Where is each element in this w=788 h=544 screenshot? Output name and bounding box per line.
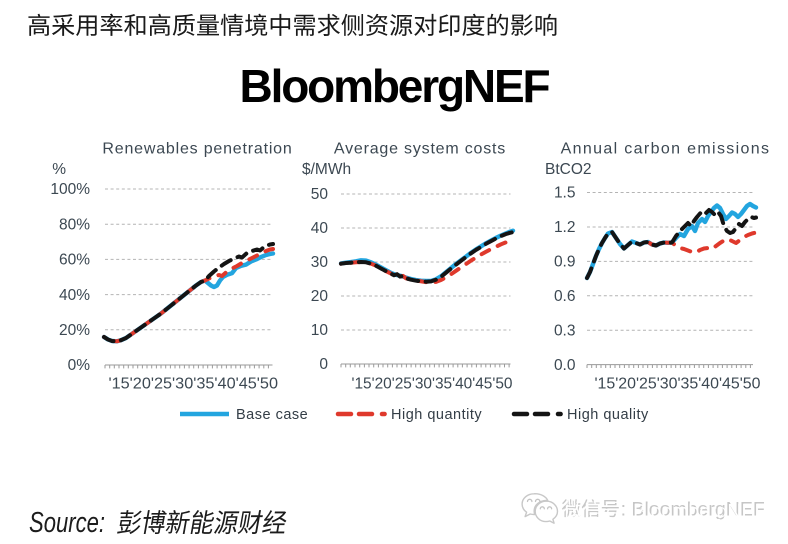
svg-text:30: 30 bbox=[311, 254, 329, 271]
svg-text:: BloombergNEF: : BloombergNEF bbox=[622, 500, 766, 522]
svg-text:BtCO2: BtCO2 bbox=[545, 161, 592, 178]
svg-text:0.6: 0.6 bbox=[554, 288, 576, 305]
svg-text:100%: 100% bbox=[50, 181, 90, 198]
svg-text:0: 0 bbox=[319, 356, 328, 373]
svg-text:40%: 40% bbox=[59, 287, 90, 304]
svg-text:Source:: Source: bbox=[29, 507, 105, 539]
svg-text:Base case: Base case bbox=[236, 407, 308, 423]
svg-text:Average system costs: Average system costs bbox=[334, 141, 506, 158]
svg-text:'15'20'25'30'35'40'45'50: '15'20'25'30'35'40'45'50 bbox=[595, 376, 761, 393]
svg-text:: BloombergNEF: : BloombergNEF bbox=[621, 499, 765, 521]
svg-text:10: 10 bbox=[311, 322, 329, 339]
svg-text:50: 50 bbox=[311, 186, 329, 203]
svg-text:80%: 80% bbox=[59, 216, 90, 233]
svg-text:High quality: High quality bbox=[567, 407, 649, 423]
svg-text:0.0: 0.0 bbox=[554, 357, 576, 374]
svg-text:60%: 60% bbox=[59, 252, 90, 269]
svg-text:20: 20 bbox=[311, 288, 329, 305]
svg-text:'15'20'25'30'35'40'45'50: '15'20'25'30'35'40'45'50 bbox=[109, 376, 279, 393]
svg-text:Renewables penetration: Renewables penetration bbox=[102, 141, 292, 158]
svg-text:20%: 20% bbox=[59, 322, 90, 339]
svg-text:'15'20'25'30'35'40'45'50: '15'20'25'30'35'40'45'50 bbox=[352, 376, 513, 393]
svg-text:Annual carbon emissions: Annual carbon emissions bbox=[561, 141, 771, 158]
svg-text:0%: 0% bbox=[68, 357, 91, 374]
svg-text:40: 40 bbox=[311, 220, 329, 237]
svg-text:%: % bbox=[52, 161, 66, 178]
svg-text:0.3: 0.3 bbox=[554, 322, 576, 339]
svg-text:1.2: 1.2 bbox=[554, 219, 576, 236]
svg-text:1.5: 1.5 bbox=[554, 185, 576, 202]
svg-text:High quantity: High quantity bbox=[391, 407, 482, 423]
svg-text:$/MWh: $/MWh bbox=[302, 161, 351, 178]
svg-text:0.9: 0.9 bbox=[554, 254, 576, 271]
